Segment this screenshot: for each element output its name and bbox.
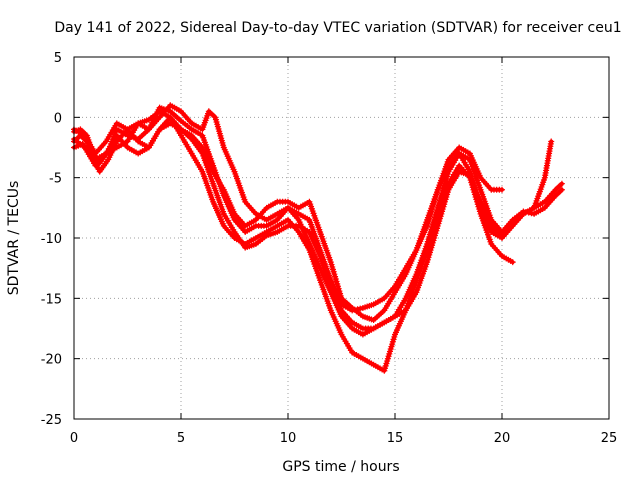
y-tick-label: -25 (41, 413, 62, 428)
x-tick-label: 10 (280, 431, 297, 446)
data-point-marker (548, 138, 555, 145)
x-tick-label: 20 (494, 431, 511, 446)
data-point-marker (558, 180, 565, 187)
y-tick-label: -10 (41, 232, 62, 247)
y-tick-label: 5 (54, 51, 62, 66)
grid (74, 57, 609, 419)
y-tick-label: -5 (49, 172, 62, 187)
axis-ticks: 0 5 10 15 20 25 -25 -20 -15 -10 -5 0 5 (41, 51, 618, 446)
series-line (72, 103, 554, 337)
data-point-marker (509, 259, 516, 266)
data-point-marker (520, 208, 527, 215)
x-axis-label: GPS time / hours (282, 459, 399, 475)
chart-title: Day 141 of 2022, Sidereal Day-to-day VTE… (54, 20, 621, 36)
x-tick-label: 15 (387, 431, 404, 446)
x-tick-label: 0 (70, 431, 78, 446)
series-layer (71, 102, 565, 374)
y-tick-label: -20 (41, 353, 62, 368)
data-point-marker (357, 305, 364, 312)
data-point-marker (525, 209, 532, 216)
y-axis-label: SDTVAR / TECUs (6, 181, 22, 296)
data-point-marker (528, 210, 535, 217)
series-line (72, 115, 515, 373)
data-point-marker (499, 186, 505, 193)
data-point-marker (523, 209, 530, 216)
y-tick-label: -15 (41, 292, 62, 307)
y-tick-label: 0 (54, 111, 62, 126)
series-5 (71, 108, 565, 332)
x-tick-label: 25 (601, 431, 618, 446)
data-point-marker (558, 186, 565, 193)
x-tick-label: 5 (177, 431, 185, 446)
